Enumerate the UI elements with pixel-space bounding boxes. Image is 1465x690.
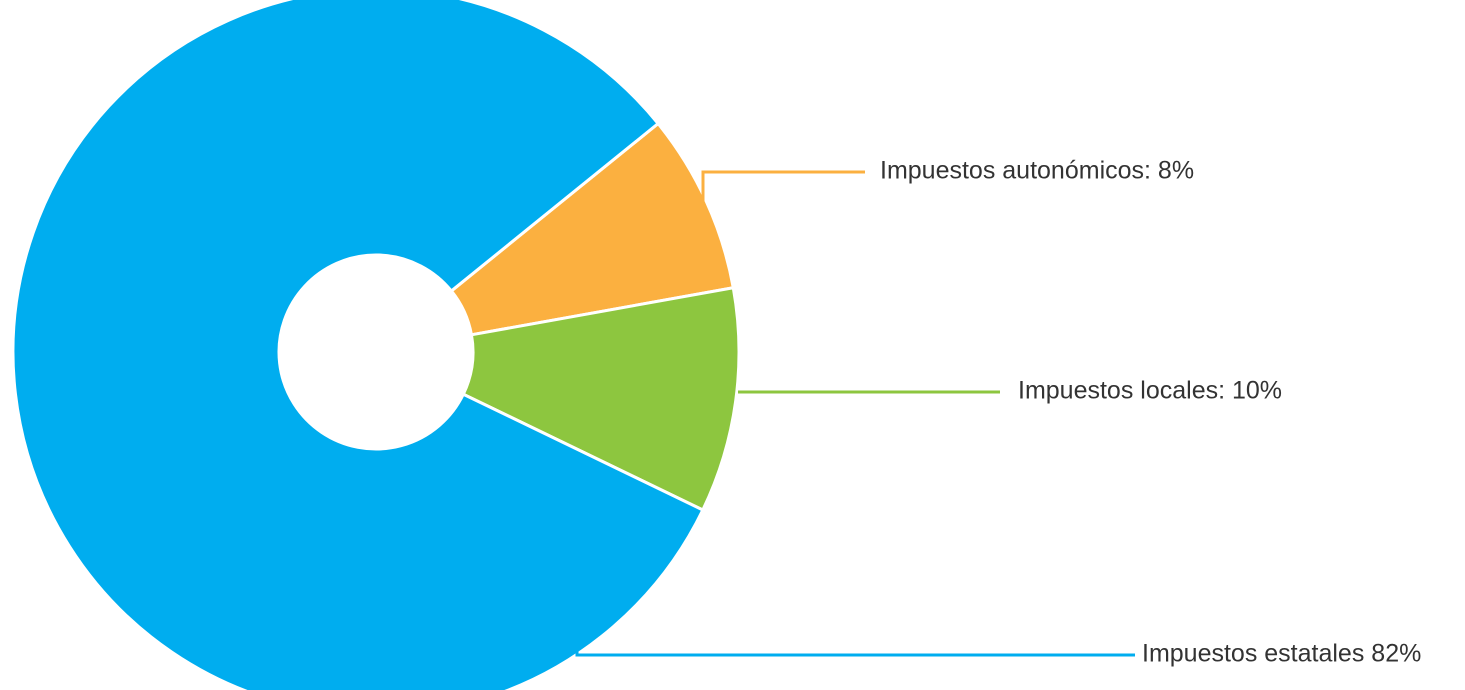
slice-label: Impuestos locales: 10% (1018, 377, 1282, 405)
donut-slice (11, 0, 705, 690)
slice-label: Impuestos estatales 82% (1142, 640, 1421, 668)
donut-slice (449, 121, 736, 337)
slice-label: Impuestos autonómicos: 8% (880, 157, 1194, 185)
leader-line (575, 630, 1135, 657)
donut-slice (461, 285, 741, 512)
leader-line (701, 170, 865, 205)
